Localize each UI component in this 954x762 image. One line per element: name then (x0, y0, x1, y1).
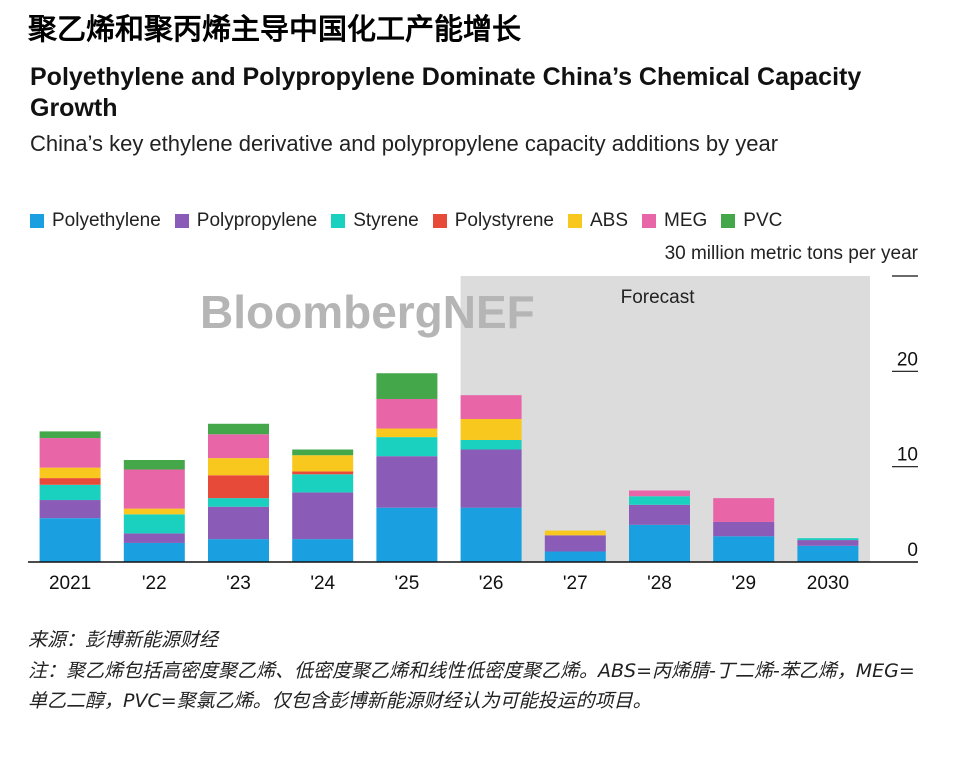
bar-abs-22 (123, 508, 185, 515)
x-tick-label-28: '28 (647, 573, 672, 594)
legend-item-polyethylene: Polyethylene (30, 210, 161, 232)
legend-label-pvc: PVC (743, 210, 783, 231)
bar-abs-25 (376, 428, 438, 438)
chart-title: Polyethylene and Polypropylene Dominate … (30, 63, 862, 122)
bar-polypropylene-28 (629, 504, 690, 525)
bar-meg-22 (123, 469, 185, 509)
bar-styrene-28 (629, 496, 690, 505)
bar-meg-25 (376, 398, 438, 429)
y-tick-label-10: 10 (897, 445, 918, 466)
x-tick-label-22: '22 (142, 573, 167, 594)
bar-pvc-25 (376, 373, 438, 399)
legend-label-polypropylene: Polypropylene (196, 210, 318, 231)
bar-styrene-24 (292, 474, 354, 493)
bar-meg-29 (713, 498, 775, 522)
y-tick-label-0: 0 (907, 540, 918, 561)
x-tick-label-24: '24 (310, 573, 335, 594)
x-tick-label-27: '27 (563, 573, 588, 594)
bar-polypropylene-29 (713, 521, 775, 537)
bar-styrene-2030 (797, 538, 859, 541)
x-tick-label-2021: 2021 (49, 573, 91, 594)
bar-styrene-25 (376, 437, 438, 457)
legend-label-styrene: Styrene (353, 210, 419, 231)
x-tick-label-25: '25 (395, 573, 420, 594)
footnote: 注：聚乙烯包括高密度聚乙烯、低密度聚乙烯和线性低密度聚乙烯。ABS=丙烯腈-丁二… (28, 660, 915, 712)
legend-label-meg: MEG (664, 210, 708, 231)
bar-polyethylene-22 (123, 542, 185, 562)
bar-polyethylene-2030 (797, 545, 859, 562)
legend-item-polypropylene: Polypropylene (174, 210, 318, 232)
legend-label-abs: ABS (589, 210, 629, 231)
bar-polystyrene-24 (292, 471, 354, 475)
legend-swatch-polypropylene (174, 214, 189, 228)
y-axis-unit-label: 30 million metric tons per year (664, 243, 918, 264)
bar-styrene-2021 (39, 484, 101, 501)
bar-pvc-22 (123, 459, 185, 470)
bar-polyethylene-24 (292, 539, 354, 562)
bar-polyethylene-27 (544, 551, 606, 562)
y-tick-label-20: 20 (897, 349, 918, 370)
bar-pvc-23 (208, 423, 269, 435)
legend-item-polystyrene: Polystyrene (432, 210, 554, 232)
bar-polystyrene-2021 (39, 478, 101, 485)
legend-swatch-abs (567, 214, 582, 228)
bar-meg-23 (208, 434, 269, 459)
x-tick-label-29: '29 (731, 573, 756, 594)
forecast-label: Forecast (621, 287, 696, 308)
x-tick-label-23: '23 (226, 573, 251, 594)
bar-polyethylene-2021 (39, 518, 101, 562)
legend-swatch-polystyrene (432, 214, 447, 228)
bar-abs-23 (208, 458, 269, 476)
bar-polyethylene-28 (629, 524, 690, 562)
legend-item-abs: ABS (567, 210, 629, 232)
bar-meg-28 (629, 490, 690, 497)
bar-styrene-23 (208, 498, 269, 507)
bar-polypropylene-22 (123, 533, 185, 543)
legend-swatch-styrene (331, 214, 346, 228)
watermark: BloombergNEF (200, 286, 535, 338)
bar-polypropylene-26 (460, 449, 522, 508)
bar-pvc-2021 (39, 431, 101, 439)
chinese-title: 聚乙烯和聚丙烯主导中国化工产能增长 (28, 12, 522, 46)
bar-polypropylene-23 (208, 506, 269, 540)
legend-item-pvc: PVC (721, 210, 782, 232)
x-tick-label-26: '26 (479, 573, 504, 594)
bar-polyethylene-23 (208, 539, 269, 562)
legend-label-polyethylene: Polyethylene (52, 210, 161, 231)
bar-polypropylene-27 (544, 535, 606, 552)
bar-polyethylene-29 (713, 536, 775, 562)
source-note: 来源：彭博新能源财经 (28, 629, 219, 651)
legend-swatch-polyethylene (30, 214, 44, 228)
bar-polystyrene-23 (208, 475, 269, 499)
legend-item-styrene: Styrene (331, 210, 419, 232)
legend-item-meg: MEG (642, 210, 707, 232)
bar-polypropylene-24 (292, 492, 354, 540)
legend-swatch-meg (642, 214, 657, 228)
bar-abs-26 (460, 419, 522, 440)
x-tick-label-2030: 2030 (807, 573, 849, 594)
bar-polyethylene-25 (376, 507, 438, 562)
bar-abs-27 (544, 530, 606, 536)
bar-abs-24 (292, 455, 354, 472)
bar-meg-26 (460, 395, 522, 419)
bar-polypropylene-2030 (797, 540, 859, 546)
bar-styrene-22 (123, 514, 185, 534)
bar-polyethylene-26 (460, 507, 522, 562)
legend-swatch-pvc (721, 214, 736, 228)
stacked-bar-chart: Forecast BloombergNEF 2021 '22 '23 '24 '25 '26… (28, 275, 918, 594)
bar-meg-2021 (39, 438, 101, 468)
legend: Polyethylene Polypropylene Styrene Polystyr… (30, 208, 796, 234)
bar-polypropylene-2021 (39, 500, 101, 519)
bar-styrene-26 (460, 439, 522, 450)
legend-label-polystyrene: Polystyrene (454, 210, 554, 231)
bar-pvc-24 (292, 449, 354, 456)
bar-polypropylene-25 (376, 456, 438, 508)
chart-subtitle: China’s key ethylene derivative and poly… (30, 131, 779, 156)
bar-abs-2021 (39, 467, 101, 479)
